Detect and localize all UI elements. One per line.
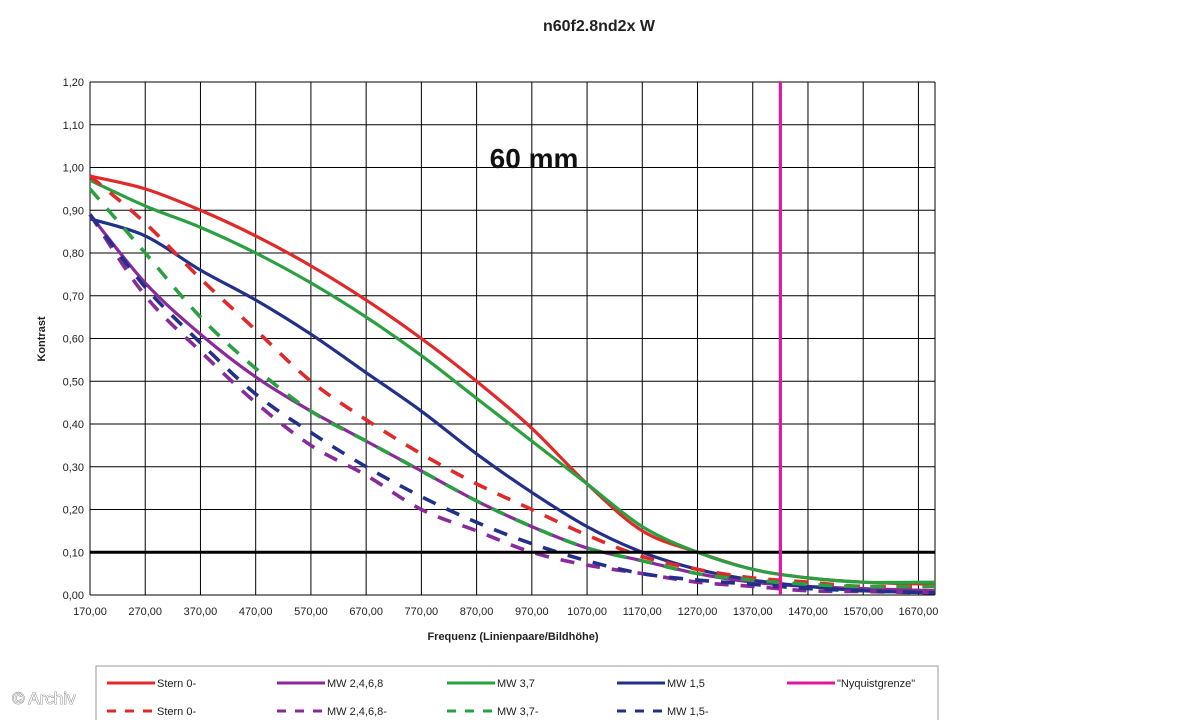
tick-labels: 170,00 270,00 370,00 470,00 570,00 670,00 770,… <box>63 77 939 618</box>
legend-label: MW 2,4,6,8- <box>327 706 387 718</box>
grid <box>89 81 936 596</box>
x-tick-label: 770,00 <box>405 606 439 618</box>
y-tick-label: 0,80 <box>63 248 84 260</box>
focal-length-annotation: 60 mm <box>490 143 579 174</box>
x-tick-label: 470,00 <box>239 606 273 618</box>
y-tick-label: 0,70 <box>63 291 84 303</box>
legend-label: MW 2,4,6,8 <box>327 678 383 690</box>
x-tick-label: 1270,00 <box>678 606 718 618</box>
x-tick-label: 1170,00 <box>623 606 662 618</box>
series-lines <box>88 82 936 595</box>
y-tick-label: 0,30 <box>63 462 84 474</box>
legend-label: MW 1,5- <box>667 706 709 718</box>
x-tick-label: 270,00 <box>128 606 162 618</box>
chart-title: n60f2.8nd2x W <box>543 18 656 35</box>
x-tick-label: 170,00 <box>73 606 107 618</box>
x-tick-label: 1370,00 <box>733 606 773 618</box>
x-axis-title: Frequenz (Linienpaare/Bildhöhe) <box>427 631 598 643</box>
y-tick-label: 1,10 <box>63 120 84 132</box>
legend-label: "Nyquistgrenze" <box>837 678 915 690</box>
y-tick-label: 0,50 <box>63 376 84 388</box>
legend-label: Stern 0- <box>157 706 196 718</box>
y-tick-label: 1,00 <box>63 163 84 175</box>
y-tick-label: 0,90 <box>63 205 84 217</box>
x-tick-label: 570,00 <box>294 606 328 618</box>
y-tick-label: 0,40 <box>63 419 84 431</box>
legend-label: MW 1,5 <box>667 678 705 690</box>
legend: Stern 0- MW 2,4,6,8 MW 3,7 MW 1,5 "Nyquistgr… <box>95 665 939 720</box>
x-tick-label: 1470,00 <box>788 606 828 618</box>
legend-label: MW 3,7- <box>497 706 539 718</box>
legend-label: MW 3,7 <box>497 678 535 690</box>
y-tick-label: 0,60 <box>63 334 84 346</box>
x-tick-label: 1070,00 <box>567 606 607 618</box>
y-tick-label: 0,10 <box>63 547 84 559</box>
x-tick-label: 870,00 <box>460 606 494 618</box>
legend-label: Stern 0- <box>157 678 196 690</box>
x-tick-label: 370,00 <box>184 606 218 618</box>
x-tick-label: 1570,00 <box>843 606 883 618</box>
y-tick-label: 0,20 <box>63 505 84 517</box>
x-tick-label: 1670,00 <box>899 606 939 618</box>
y-axis-title: Kontrast <box>36 316 48 362</box>
archive-watermark: © Archiv <box>12 689 76 708</box>
x-tick-label: 970,00 <box>515 606 549 618</box>
y-tick-label: 0,00 <box>63 590 84 602</box>
legend-box <box>95 665 939 720</box>
y-tick-label: 1,20 <box>63 77 84 89</box>
x-tick-label: 670,00 <box>349 606 383 618</box>
